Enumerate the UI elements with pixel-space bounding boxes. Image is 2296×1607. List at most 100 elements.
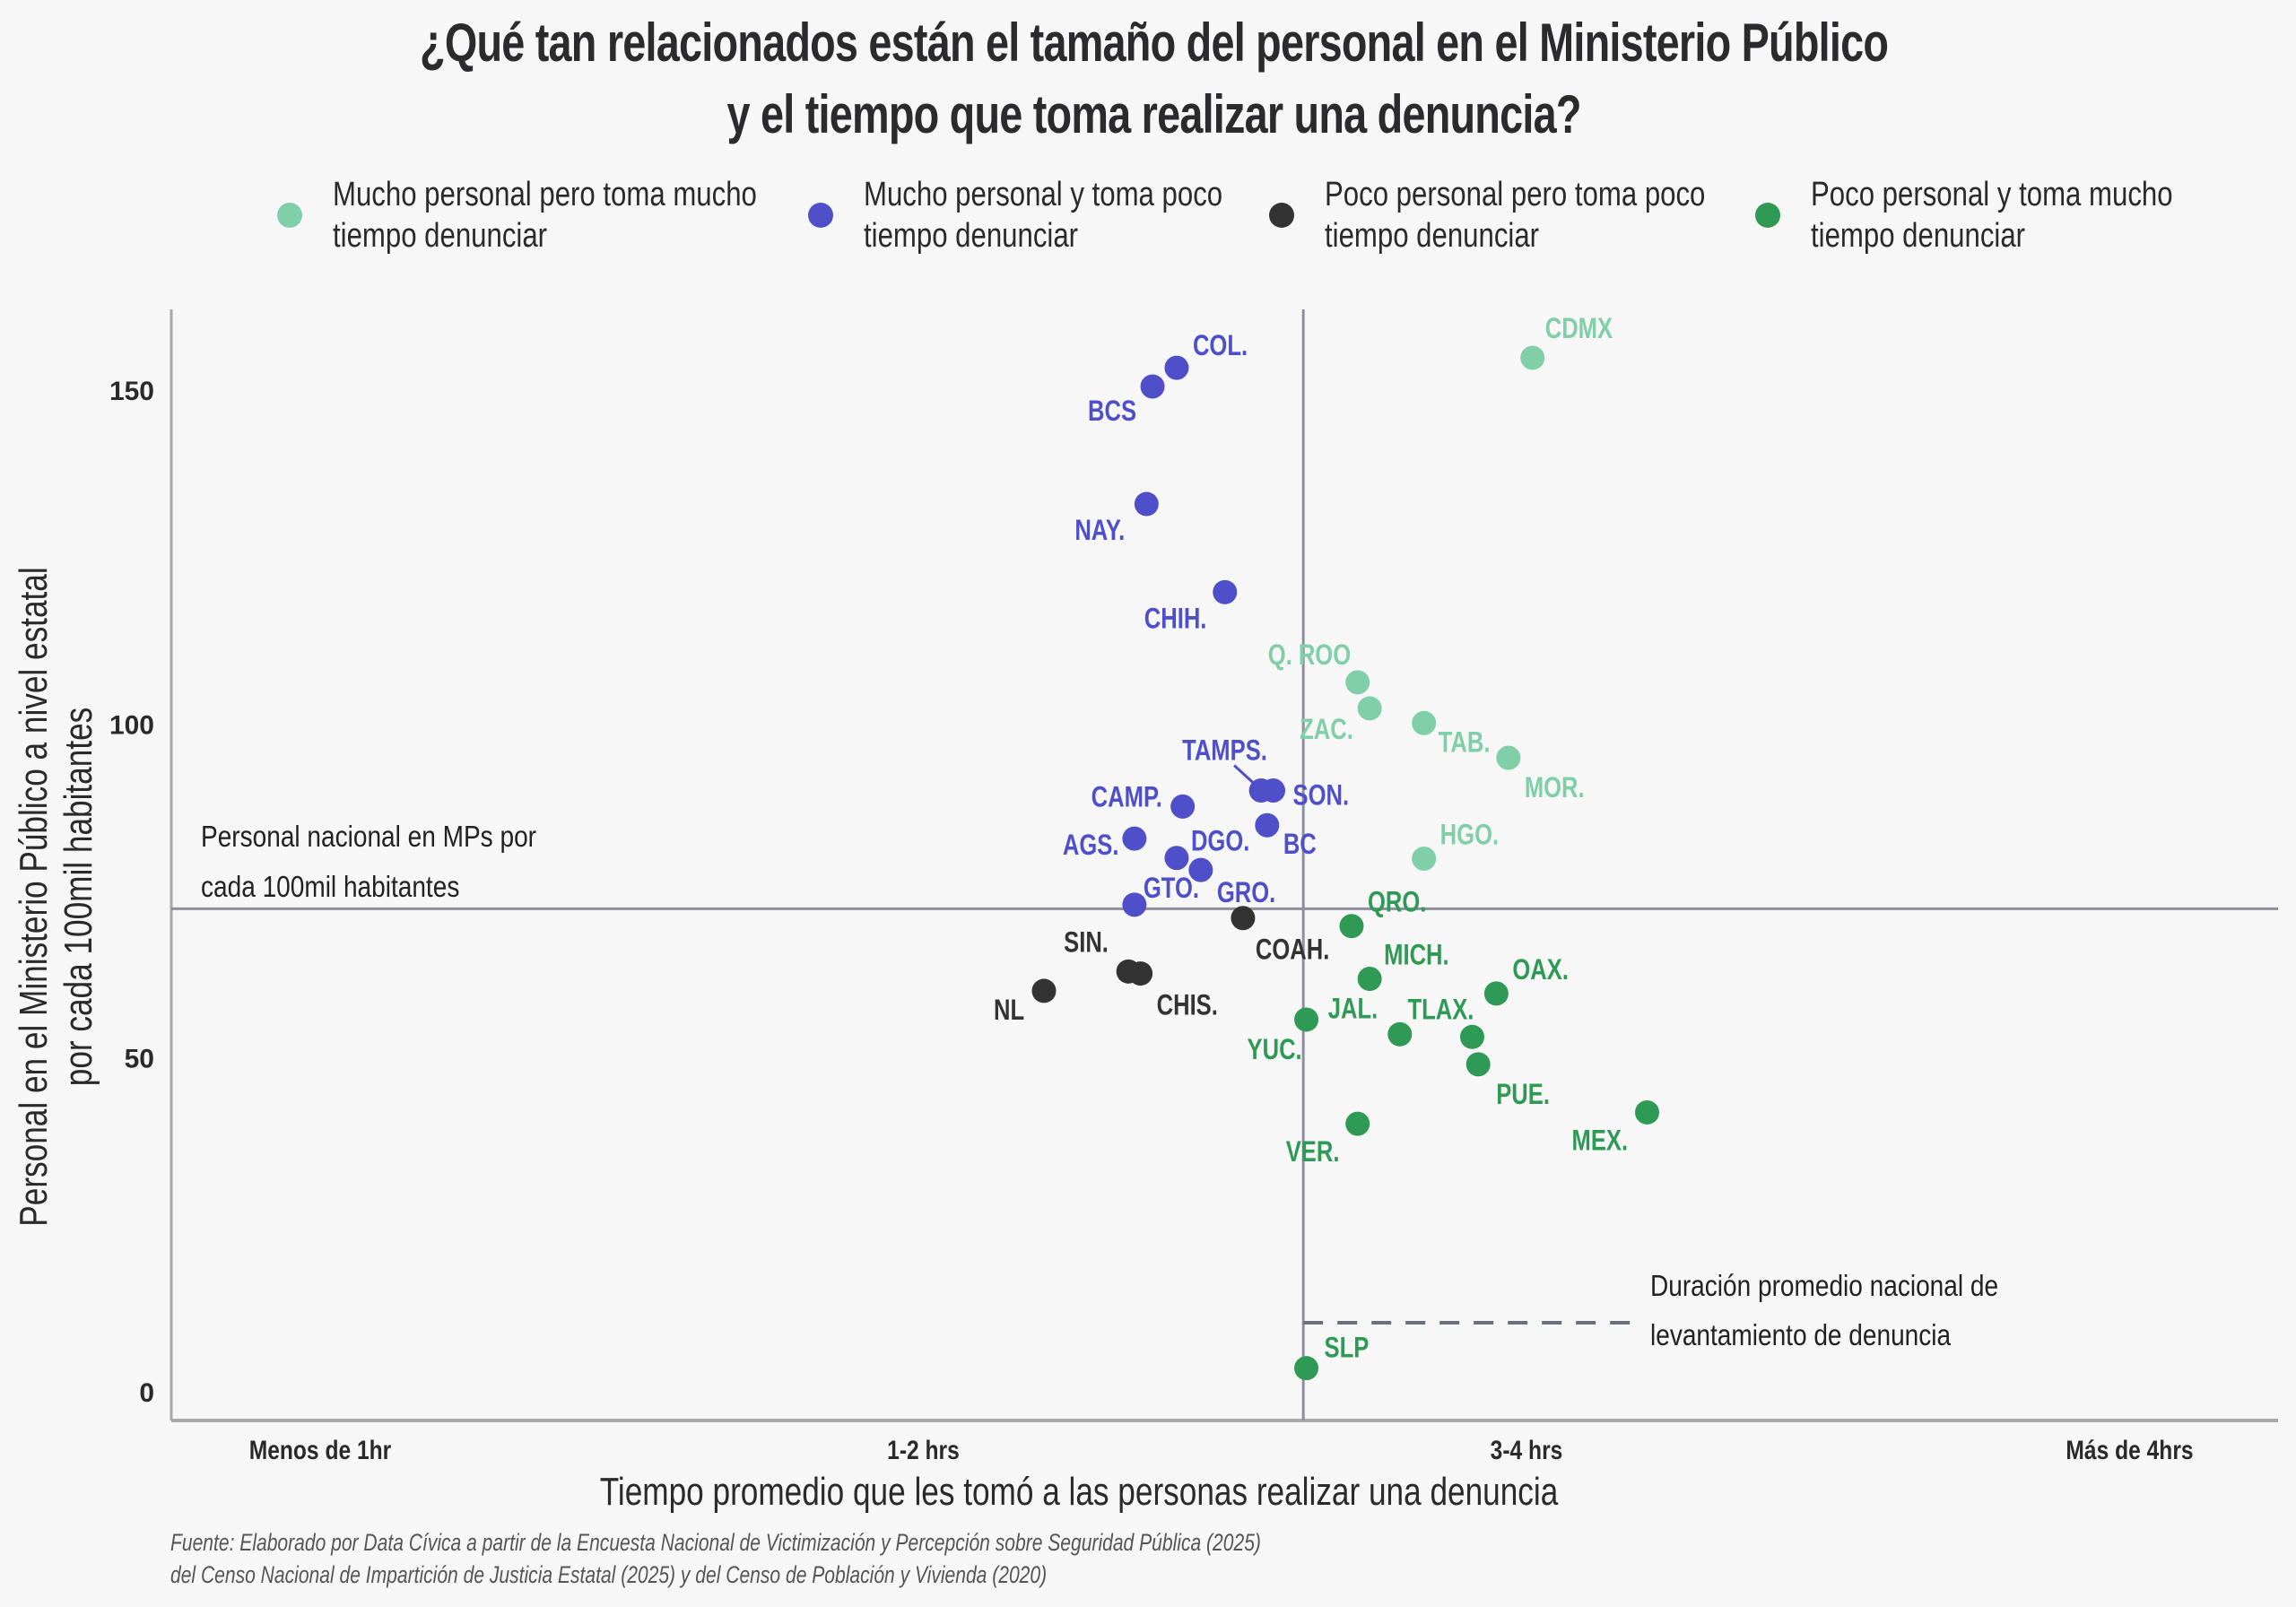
data-point-yuc bbox=[1294, 1007, 1319, 1032]
data-point-jal bbox=[1387, 1021, 1413, 1047]
data-point-chih bbox=[1213, 579, 1238, 604]
point-label: CAMP. bbox=[1091, 782, 1162, 813]
data-point-pue bbox=[1465, 1052, 1491, 1077]
point-label: SON. bbox=[1293, 780, 1350, 812]
data-point-bc bbox=[1255, 812, 1280, 838]
y-axis-title: Personal en el Ministerio Público a nive… bbox=[12, 567, 100, 1226]
data-point-mex bbox=[1635, 1099, 1659, 1125]
data-point-tab bbox=[1412, 710, 1437, 735]
x-tick-label: 1-2 hrs bbox=[887, 1435, 960, 1465]
point-labels: CDMX Q. ROO ZAC. TAB. MOR. HGO. COL. BCS NAY. CHI… bbox=[994, 313, 1628, 1364]
data-point-camp bbox=[1170, 794, 1196, 819]
data-point-gro bbox=[1188, 857, 1213, 882]
chart-title-line-2: y el tiempo que toma realizar una denunc… bbox=[726, 84, 1582, 144]
point-label: BC bbox=[1283, 830, 1317, 861]
legend-item-poco-poco[interactable]: Poco personal pero toma poco tiempo denu… bbox=[1269, 174, 1863, 256]
point-label: MICH. bbox=[1384, 940, 1449, 971]
legend-dot-icon bbox=[1755, 203, 1780, 228]
x-tick-label: 3-4 hrs bbox=[1491, 1435, 1563, 1465]
point-label: BCS bbox=[1088, 395, 1136, 427]
point-label: DGO. bbox=[1191, 826, 1249, 857]
point-label: NAY. bbox=[1074, 515, 1125, 546]
y-axis-title-line-2: por cada 100mil habitantes bbox=[57, 708, 100, 1087]
legend-label: Mucho personal y toma poco tiempo denunc… bbox=[864, 176, 1223, 255]
y-axis-title-line-1: Personal en el Ministerio Público a nive… bbox=[12, 567, 56, 1226]
legend-label: Poco personal y toma mucho tiempo denunc… bbox=[1811, 176, 2173, 255]
legend-item-mucho-poco[interactable]: Mucho personal y toma poco tiempo denunc… bbox=[808, 174, 1402, 256]
data-point-dgo bbox=[1164, 846, 1189, 871]
point-label: JAL. bbox=[1328, 994, 1378, 1025]
data-point-qroo bbox=[1345, 670, 1370, 695]
point-label: TAMPS. bbox=[1182, 735, 1267, 767]
point-label: HGO. bbox=[1440, 820, 1499, 851]
tamps-leader-line bbox=[1233, 764, 1257, 786]
chart-title: ¿Qué tan relacionados están el tamaño de… bbox=[258, 7, 2049, 151]
point-label: AGS. bbox=[1063, 830, 1119, 862]
legend-label: Poco personal pero toma poco tiempo denu… bbox=[1325, 176, 1706, 255]
y-tick-label: 100 bbox=[109, 710, 154, 740]
point-label: GTO. bbox=[1144, 873, 1199, 904]
legend: Mucho personal pero toma mucho tiempo de… bbox=[0, 174, 2296, 264]
data-point-nl bbox=[1031, 978, 1057, 1003]
y-tick-label: 150 bbox=[109, 377, 154, 406]
legend-item-poco-mucho[interactable]: Poco personal y toma mucho tiempo denunc… bbox=[1755, 174, 2296, 256]
x-tick-label: Menos de 1hr bbox=[249, 1435, 392, 1465]
data-point-col bbox=[1164, 355, 1189, 380]
x-ticks: Menos de 1hr 1-2 hrs 3-4 hrs Más de 4hrs bbox=[249, 1435, 2194, 1465]
y-ticks: 0 50 100 150 bbox=[109, 377, 154, 1408]
point-label: OAX. bbox=[1512, 954, 1569, 986]
point-label: QRO. bbox=[1368, 887, 1426, 918]
source-note: Fuente: Elaborado por Data Cívica a part… bbox=[170, 1529, 1261, 1588]
point-label: Q. ROO bbox=[1268, 639, 1351, 671]
data-point-chis bbox=[1128, 961, 1153, 986]
point-label: TAB. bbox=[1439, 727, 1491, 759]
vline-annotation-line-2: levantamiento de denuncia bbox=[1650, 1319, 1952, 1352]
point-label: MOR. bbox=[1525, 772, 1585, 804]
data-point-qro bbox=[1339, 914, 1364, 939]
reference-lines bbox=[171, 309, 2278, 1420]
data-point-nay bbox=[1134, 491, 1159, 517]
y-tick-label: 0 bbox=[139, 1378, 154, 1408]
vline-annotation-line-1: Duración promedio nacional de bbox=[1650, 1270, 1998, 1303]
data-point-ver bbox=[1345, 1111, 1370, 1136]
point-label: GRO. bbox=[1217, 878, 1275, 909]
hline-annotation-line-2: cada 100mil habitantes bbox=[201, 871, 459, 904]
point-label: CDMX bbox=[1545, 313, 1613, 344]
point-label: NL bbox=[994, 995, 1024, 1026]
point-label: VER. bbox=[1286, 1137, 1340, 1168]
legend-label: Mucho personal pero toma mucho tiempo de… bbox=[333, 176, 757, 255]
hline-annotation-line-1: Personal nacional en MPs por bbox=[201, 821, 536, 854]
x-tick-label: Más de 4hrs bbox=[2066, 1435, 2193, 1465]
point-label: CHIS. bbox=[1157, 990, 1218, 1021]
data-point-zac bbox=[1357, 696, 1382, 721]
legend-dot-icon bbox=[808, 203, 833, 228]
data-point-bcs bbox=[1140, 374, 1165, 399]
data-point-ags bbox=[1122, 826, 1147, 851]
point-label: MEX. bbox=[1572, 1125, 1629, 1157]
data-point-gto bbox=[1122, 892, 1147, 917]
data-point-mor bbox=[1496, 745, 1521, 770]
data-point-hgo bbox=[1412, 846, 1437, 871]
data-point-slp bbox=[1294, 1356, 1319, 1381]
axes bbox=[170, 309, 2278, 1422]
data-point-cdmx bbox=[1520, 345, 1545, 370]
legend-dot-icon bbox=[277, 203, 302, 228]
data-point-son bbox=[1261, 778, 1286, 804]
point-label: COL. bbox=[1193, 331, 1248, 362]
point-label: SIN. bbox=[1064, 927, 1109, 959]
chart-title-line-1: ¿Qué tan relacionados están el tamaño de… bbox=[420, 13, 1889, 73]
point-label: SLP bbox=[1325, 1333, 1370, 1364]
point-label: TLAX. bbox=[1407, 995, 1474, 1026]
data-point-oax bbox=[1483, 981, 1509, 1006]
y-tick-label: 50 bbox=[125, 1045, 154, 1074]
data-point-coah bbox=[1231, 906, 1256, 931]
legend-dot-icon bbox=[1269, 203, 1294, 228]
legend-item-mucho-mucho[interactable]: Mucho personal pero toma mucho tiempo de… bbox=[277, 174, 871, 256]
point-label: CHIH. bbox=[1144, 604, 1207, 635]
x-axis-title: Tiempo promedio que les tomó a las perso… bbox=[600, 1470, 1559, 1514]
point-label: PUE. bbox=[1496, 1079, 1550, 1110]
point-label: ZAC. bbox=[1300, 714, 1353, 745]
point-label: YUC. bbox=[1248, 1034, 1302, 1065]
point-label: COAH. bbox=[1256, 934, 1329, 966]
